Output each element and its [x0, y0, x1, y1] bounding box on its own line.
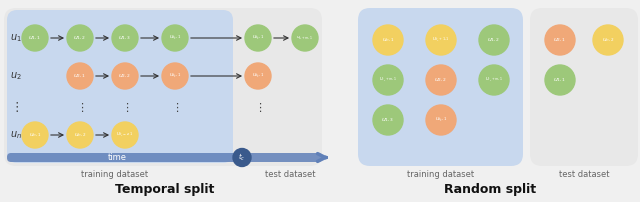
Text: $u_{t_c+m,1}$: $u_{t_c+m,1}$ [296, 34, 314, 42]
FancyBboxPatch shape [358, 8, 523, 166]
Text: $u_1$: $u_1$ [10, 32, 22, 44]
Circle shape [112, 122, 138, 148]
Text: $u_{1,3}$: $u_{1,3}$ [381, 116, 395, 124]
Text: $u_{n,2}$: $u_{n,2}$ [602, 36, 614, 44]
Text: $u_{2,2}$: $u_{2,2}$ [118, 72, 132, 80]
Text: $u_{t_c,1}$: $u_{t_c,1}$ [252, 72, 264, 80]
Text: $u_{t_c,1}$: $u_{t_c,1}$ [169, 72, 181, 80]
Circle shape [373, 105, 403, 135]
Circle shape [162, 63, 188, 89]
Circle shape [22, 25, 48, 51]
Circle shape [479, 25, 509, 55]
Text: test dataset: test dataset [265, 170, 316, 179]
Text: $u_{2,1}$: $u_{2,1}$ [74, 72, 86, 80]
Text: $u_{t_c,1}$: $u_{t_c,1}$ [169, 34, 181, 42]
FancyBboxPatch shape [530, 8, 638, 166]
Text: $u_{1,2}$: $u_{1,2}$ [74, 34, 86, 42]
Text: $u_{1,3}$: $u_{1,3}$ [118, 34, 132, 42]
Circle shape [426, 65, 456, 95]
FancyBboxPatch shape [7, 153, 322, 162]
Text: $u_{n,1}$: $u_{n,1}$ [29, 131, 42, 139]
Text: $u_{n,2}$: $u_{n,2}$ [74, 131, 86, 139]
Circle shape [112, 63, 138, 89]
Circle shape [593, 25, 623, 55]
Text: $\vdots$: $\vdots$ [121, 101, 129, 114]
Text: $u_{t_c-z,1}$: $u_{t_c-z,1}$ [116, 131, 134, 139]
Text: $u_{t_c,1}$: $u_{t_c,1}$ [252, 34, 264, 42]
Text: $t_c$: $t_c$ [238, 152, 246, 163]
Circle shape [162, 25, 188, 51]
Circle shape [67, 25, 93, 51]
Text: $u_{1,1}$: $u_{1,1}$ [28, 34, 42, 42]
Text: $u_{1,1}$: $u_{1,1}$ [554, 76, 566, 84]
Text: $u_{t_c+1,1}$: $u_{t_c+1,1}$ [432, 36, 450, 44]
FancyBboxPatch shape [4, 8, 322, 166]
Text: $u_{n,1}$: $u_{n,1}$ [381, 36, 394, 44]
Text: time: time [108, 153, 127, 162]
Circle shape [426, 25, 456, 55]
Text: $u_{t_c+m,1}$: $u_{t_c+m,1}$ [485, 76, 503, 84]
Text: Random split: Random split [444, 183, 536, 196]
Circle shape [245, 63, 271, 89]
Circle shape [67, 122, 93, 148]
Text: training dataset: training dataset [81, 170, 148, 179]
Text: $u_{2,2}$: $u_{2,2}$ [435, 76, 447, 84]
FancyBboxPatch shape [7, 10, 233, 163]
Text: $\vdots$: $\vdots$ [10, 100, 19, 114]
Circle shape [426, 105, 456, 135]
Circle shape [112, 25, 138, 51]
Circle shape [373, 65, 403, 95]
Text: $\vdots$: $\vdots$ [171, 101, 179, 114]
Text: $\vdots$: $\vdots$ [254, 101, 262, 114]
Circle shape [292, 25, 318, 51]
Text: test dataset: test dataset [559, 170, 609, 179]
Circle shape [67, 63, 93, 89]
Circle shape [22, 122, 48, 148]
Text: training dataset: training dataset [407, 170, 474, 179]
Circle shape [245, 25, 271, 51]
Circle shape [545, 25, 575, 55]
Text: $u_{t_c+m,1}$: $u_{t_c+m,1}$ [379, 76, 397, 84]
Text: $u_n$: $u_n$ [10, 129, 22, 141]
Circle shape [479, 65, 509, 95]
Text: $u_{2,1}$: $u_{2,1}$ [554, 36, 566, 44]
Text: $u_{t_c,1}$: $u_{t_c,1}$ [435, 116, 447, 124]
Text: $u_{1,2}$: $u_{1,2}$ [487, 36, 500, 44]
Text: $\vdots$: $\vdots$ [76, 101, 84, 114]
Circle shape [545, 65, 575, 95]
Text: $u_2$: $u_2$ [10, 70, 22, 82]
Circle shape [233, 148, 251, 166]
Text: Temporal split: Temporal split [115, 183, 214, 196]
Circle shape [373, 25, 403, 55]
